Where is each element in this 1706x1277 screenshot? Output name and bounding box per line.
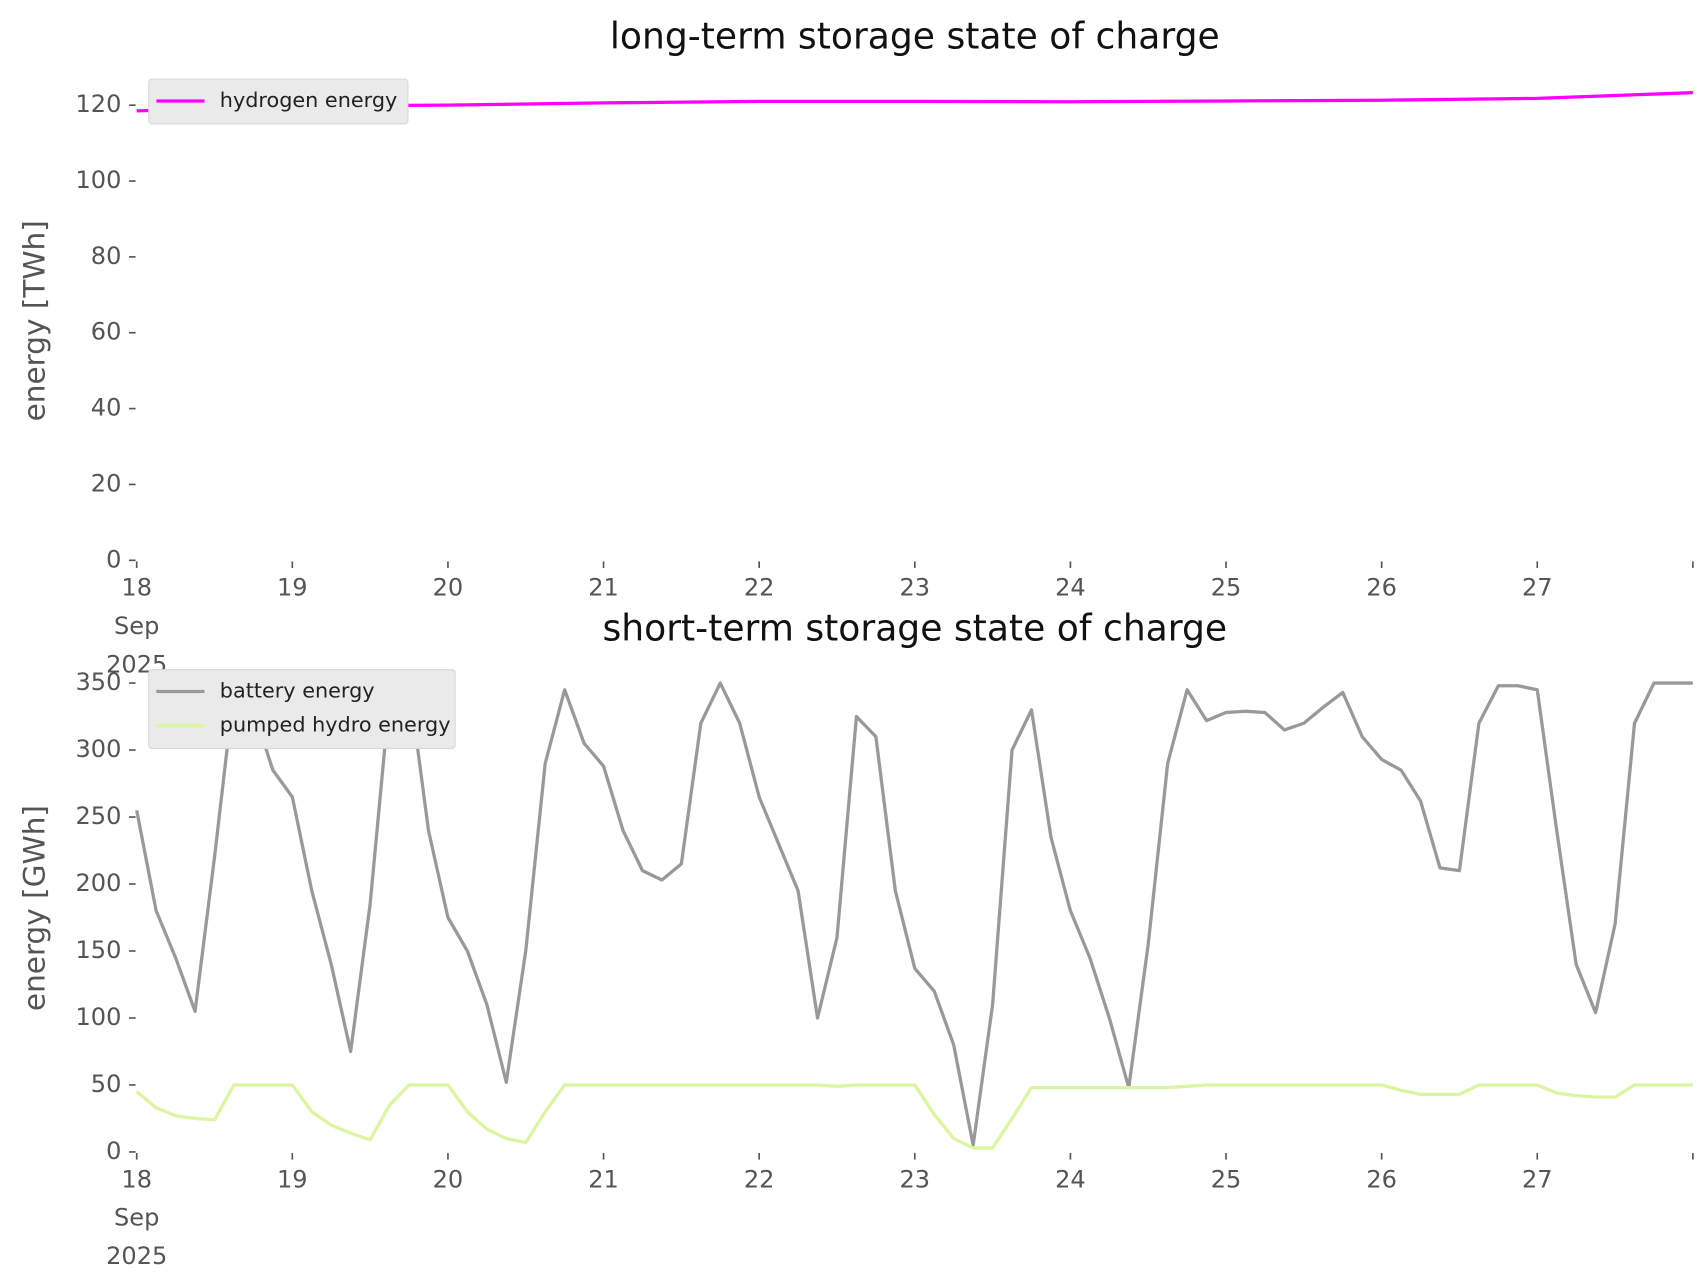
y-tick-label: 0 — [106, 545, 121, 573]
y-tick-label: 100 — [75, 166, 121, 194]
chart-title: short-term storage state of charge — [602, 607, 1227, 649]
x-tick-label-line: 18 — [121, 1165, 152, 1193]
x-tick-label: 27 — [1522, 574, 1553, 602]
y-tick-label: 0 — [106, 1137, 121, 1165]
x-tick-label-line: Sep — [114, 1204, 159, 1232]
chart-title: long-term storage state of charge — [610, 16, 1220, 58]
x-tick-label: 18 Sep 2025 — [106, 574, 167, 679]
legend-label: battery energy — [220, 679, 375, 703]
y-tick-label: 350 — [75, 668, 121, 696]
series-line — [135, 681, 1693, 1147]
legend-box — [148, 78, 409, 125]
x-tick-label: 19 — [277, 574, 308, 602]
y-tick-label: 100 — [75, 1003, 121, 1031]
x-tick-label: 20 — [433, 1165, 464, 1193]
y-tick-label: 150 — [75, 936, 121, 964]
x-tick-label-line: Sep — [114, 612, 159, 640]
y-tick-label: 40 — [91, 394, 122, 422]
x-tick-label: 23 — [899, 574, 930, 602]
x-tick-label: 21 — [588, 574, 619, 602]
x-tick-label-line: 18 — [121, 574, 152, 602]
y-axis-label: energy [TWh] — [18, 220, 52, 421]
x-tick-label: 26 — [1366, 1165, 1397, 1193]
x-tick-label: 20 — [433, 574, 464, 602]
y-axis-label: energy [GWh] — [18, 805, 52, 1011]
y-tick-label: 80 — [91, 242, 122, 270]
x-tick-label: 25 — [1211, 1165, 1242, 1193]
x-tick-label: 18 Sep 2025 — [106, 1165, 167, 1270]
y-tick-label: 300 — [75, 735, 121, 763]
x-tick-label: 22 — [744, 574, 775, 602]
x-tick-label: 26 — [1366, 574, 1397, 602]
x-tick-label: 22 — [744, 1165, 775, 1193]
x-tick-label: 19 — [277, 1165, 308, 1193]
y-tick-label: 250 — [75, 802, 121, 830]
x-tick-label: 24 — [1055, 1165, 1086, 1193]
x-tick-label: 21 — [588, 1165, 619, 1193]
legend-label: hydrogen energy — [220, 88, 398, 112]
x-tick-label: 24 — [1055, 574, 1086, 602]
y-tick-label: 50 — [91, 1070, 122, 1098]
x-tick-label: 25 — [1211, 574, 1242, 602]
legend-label: pumped hydro energy — [220, 712, 451, 736]
x-tick-label-line: 2025 — [106, 1242, 167, 1270]
y-tick-label: 20 — [91, 469, 122, 497]
y-tick-label: 60 — [91, 318, 122, 346]
x-tick-label: 27 — [1522, 1165, 1553, 1193]
series-line — [135, 1083, 1693, 1150]
y-tick-label: 120 — [75, 90, 121, 118]
x-tick-label: 23 — [899, 1165, 930, 1193]
legend-box — [148, 669, 456, 749]
y-tick-label: 200 — [75, 869, 121, 897]
